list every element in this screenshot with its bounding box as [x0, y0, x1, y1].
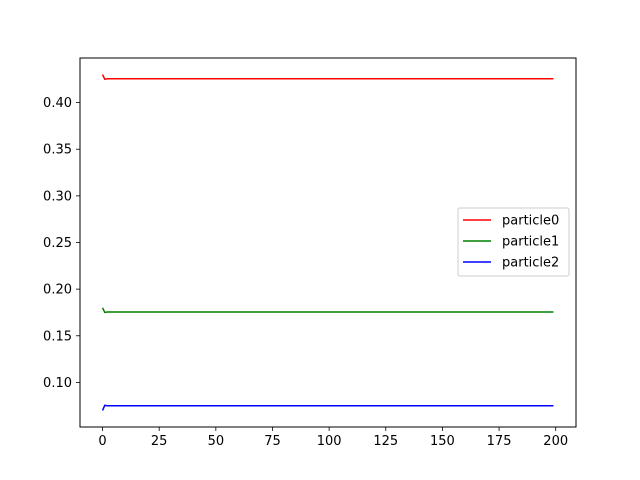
- series-line-particle1: [101, 307, 554, 314]
- series-layer: [101, 74, 554, 411]
- y-tick-label: 0.40: [43, 96, 72, 111]
- legend-box: [457, 207, 570, 277]
- series-line-particle0: [101, 74, 554, 81]
- x-tick-label: 0: [98, 434, 106, 449]
- legend-label-particle2: particle2: [502, 256, 559, 271]
- x-tick-label: 75: [264, 434, 281, 449]
- y-tick-label: 0.20: [43, 283, 72, 298]
- x-tick-label: 125: [373, 434, 398, 449]
- legend: particle0 particle1 particle2: [457, 207, 570, 277]
- x-tick-label: 175: [487, 434, 512, 449]
- x-tick-label: 150: [430, 434, 455, 449]
- y-axis-ticks: 0.10 0.15 0.20 0.25 0.30 0.35 0.40: [43, 96, 80, 391]
- x-tick-label: 50: [208, 434, 225, 449]
- y-tick-label: 0.30: [43, 189, 72, 204]
- y-tick-label: 0.15: [43, 329, 72, 344]
- x-tick-label: 100: [317, 434, 342, 449]
- series-line-particle2: [101, 404, 554, 411]
- legend-label-particle1: particle1: [502, 235, 559, 250]
- x-tick-label: 25: [151, 434, 168, 449]
- y-tick-label: 0.10: [43, 376, 72, 391]
- y-tick-label: 0.35: [43, 143, 72, 158]
- legend-label-particle0: particle0: [502, 214, 559, 229]
- x-axis-ticks: 0 25 50 75 100 125 150 175 200: [98, 427, 568, 449]
- x-tick-label: 200: [543, 434, 568, 449]
- y-tick-label: 0.25: [43, 236, 72, 251]
